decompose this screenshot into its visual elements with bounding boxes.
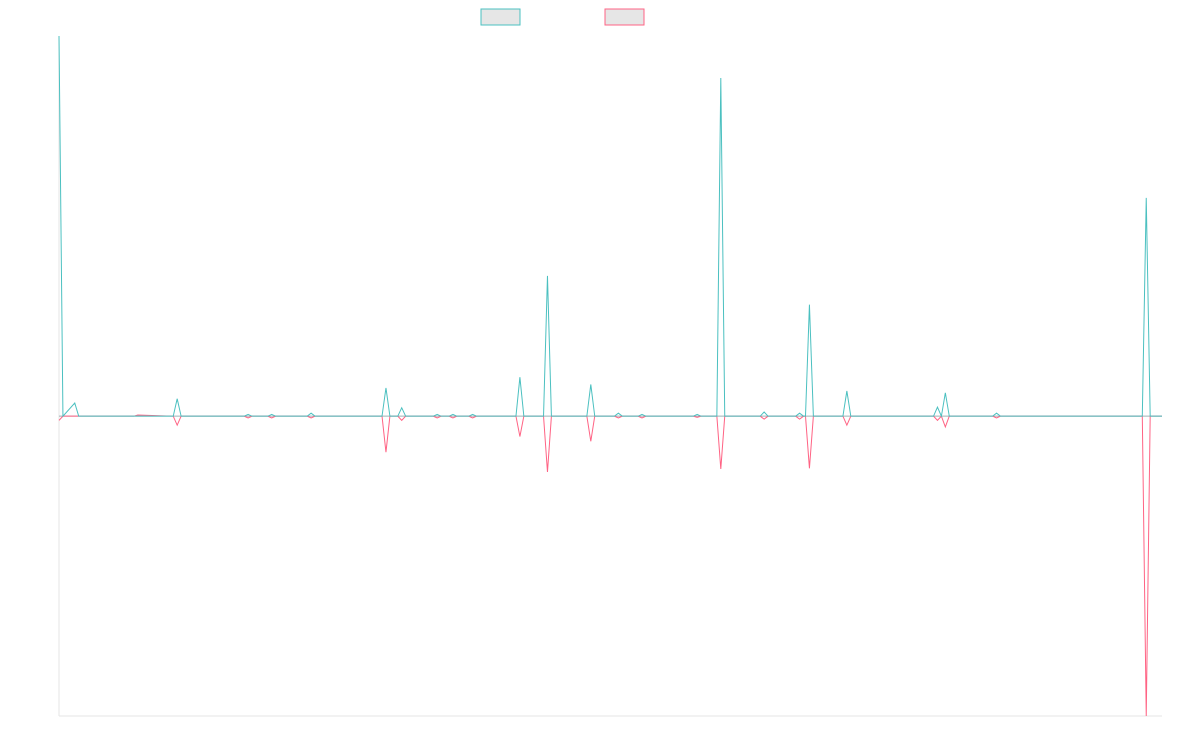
series-line-2 <box>58 414 1162 717</box>
legend-swatch-1[interactable] <box>480 8 521 26</box>
legend <box>480 8 645 26</box>
axes <box>58 36 1162 717</box>
legend-swatch-2[interactable] <box>604 8 645 26</box>
series-line-1 <box>58 35 1162 418</box>
series-layer <box>58 35 1162 717</box>
